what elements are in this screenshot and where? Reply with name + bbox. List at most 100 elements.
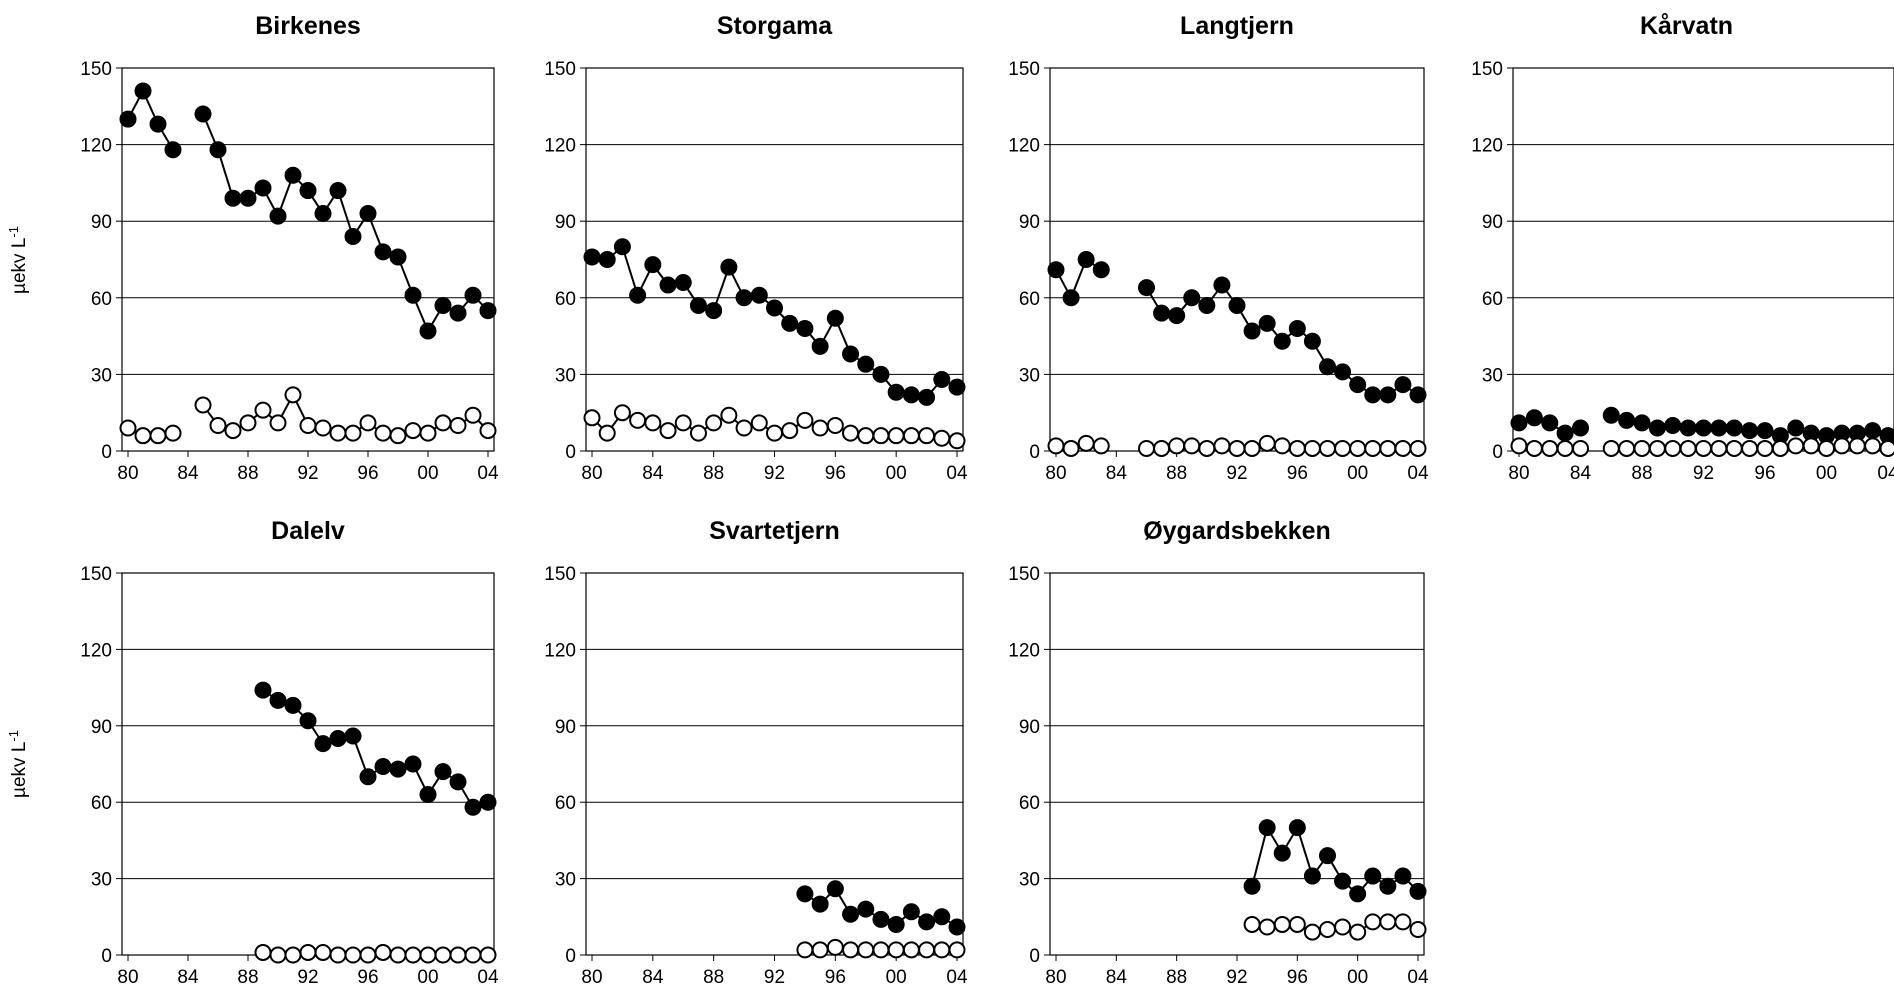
x-tick-label: 04 (1407, 463, 1429, 484)
data-point (1556, 424, 1574, 442)
x-tick-label: 84 (642, 967, 664, 988)
data-point (1394, 867, 1412, 885)
data-point (811, 895, 829, 913)
data-point (1510, 437, 1528, 455)
data-point (872, 365, 890, 383)
data-point (1833, 437, 1851, 455)
data-point (119, 110, 137, 128)
data-point (419, 946, 437, 964)
y-tick-label: 30 (555, 870, 576, 891)
data-point (1409, 439, 1427, 457)
data-point (314, 205, 332, 223)
series-open (1047, 434, 1427, 457)
data-point (299, 182, 317, 200)
x-tick-label: 04 (946, 463, 968, 484)
data-point (209, 416, 227, 434)
data-point (1334, 439, 1352, 457)
data-point (705, 302, 723, 320)
series-filled (119, 82, 497, 340)
data-point (918, 941, 936, 959)
x-tick-label: 00 (1347, 967, 1368, 988)
data-point (1062, 289, 1080, 307)
data-point (1213, 276, 1231, 294)
x-tick-label: 92 (297, 967, 318, 988)
data-point (134, 82, 152, 100)
data-point (1288, 819, 1306, 837)
x-tick-label: 92 (764, 463, 785, 484)
data-point (164, 424, 182, 442)
panel-title: Storgama (717, 12, 833, 40)
data-point (359, 768, 377, 786)
data-point (194, 396, 212, 414)
data-point (1633, 414, 1651, 432)
data-point (254, 943, 272, 961)
data-point (344, 228, 362, 246)
data-point (344, 727, 362, 745)
data-point (674, 273, 692, 291)
data-point (479, 793, 497, 811)
data-point (1349, 439, 1367, 457)
data-point (1879, 439, 1894, 457)
data-point (1556, 439, 1574, 457)
data-point (1258, 434, 1276, 452)
data-point (389, 760, 407, 778)
data-point (1525, 439, 1543, 457)
data-point (209, 141, 227, 159)
data-point (1848, 437, 1866, 455)
data-point (933, 429, 951, 447)
data-point (1394, 439, 1412, 457)
data-point (1153, 304, 1171, 322)
panel-title: Dalelv (271, 517, 345, 545)
data-point (1725, 439, 1743, 457)
data-point (1243, 322, 1261, 340)
panel-svartetjern: Svartetjern 0 30 60 90 120 150 80 84 88 92 96 00 04 (544, 517, 968, 988)
data-point (404, 286, 422, 304)
x-tick-label: 92 (1226, 967, 1247, 988)
data-point (329, 946, 347, 964)
data-point (659, 276, 677, 294)
panel-title: Kårvatn (1640, 12, 1733, 40)
data-point (933, 941, 951, 959)
data-point (149, 115, 167, 133)
data-point (1288, 439, 1306, 457)
data-point (374, 758, 392, 776)
data-point (1864, 437, 1882, 455)
data-point (842, 345, 860, 363)
data-point (419, 424, 437, 442)
y-tick-label: 60 (91, 289, 112, 310)
x-tick-label: 96 (1287, 463, 1308, 484)
data-point (314, 735, 332, 753)
y-tick-label: 150 (544, 59, 576, 80)
data-point (826, 416, 844, 434)
data-point (766, 424, 783, 442)
x-tick-label: 80 (581, 463, 602, 484)
data-point (1510, 414, 1528, 432)
data-point (1243, 439, 1261, 457)
x-tick-label: 80 (581, 967, 602, 988)
data-point (1679, 439, 1697, 457)
data-point (329, 182, 347, 200)
x-tick-label: 04 (1877, 463, 1894, 484)
data-point (1349, 923, 1367, 941)
x-tick-label: 96 (1754, 463, 1775, 484)
data-point (284, 386, 302, 404)
x-tick-label: 84 (1106, 967, 1128, 988)
data-point (1319, 847, 1336, 865)
data-point (254, 401, 272, 419)
x-tick-label: 88 (1166, 967, 1187, 988)
y-tick-label: 30 (1019, 365, 1040, 386)
data-point (796, 885, 814, 903)
panel-title: Øygardsbekken (1143, 517, 1331, 545)
data-point (1787, 437, 1805, 455)
data-point (1303, 439, 1321, 457)
data-point (735, 289, 753, 307)
data-point (434, 763, 452, 781)
data-point (464, 286, 482, 304)
panel-storgama: Storgama 0 30 60 90 120 150 80 84 88 92 96 00 04 (544, 12, 968, 484)
data-point (1198, 439, 1216, 457)
data-point (1334, 918, 1352, 936)
data-point (857, 900, 875, 918)
data-point (583, 409, 601, 427)
data-point (389, 248, 407, 266)
